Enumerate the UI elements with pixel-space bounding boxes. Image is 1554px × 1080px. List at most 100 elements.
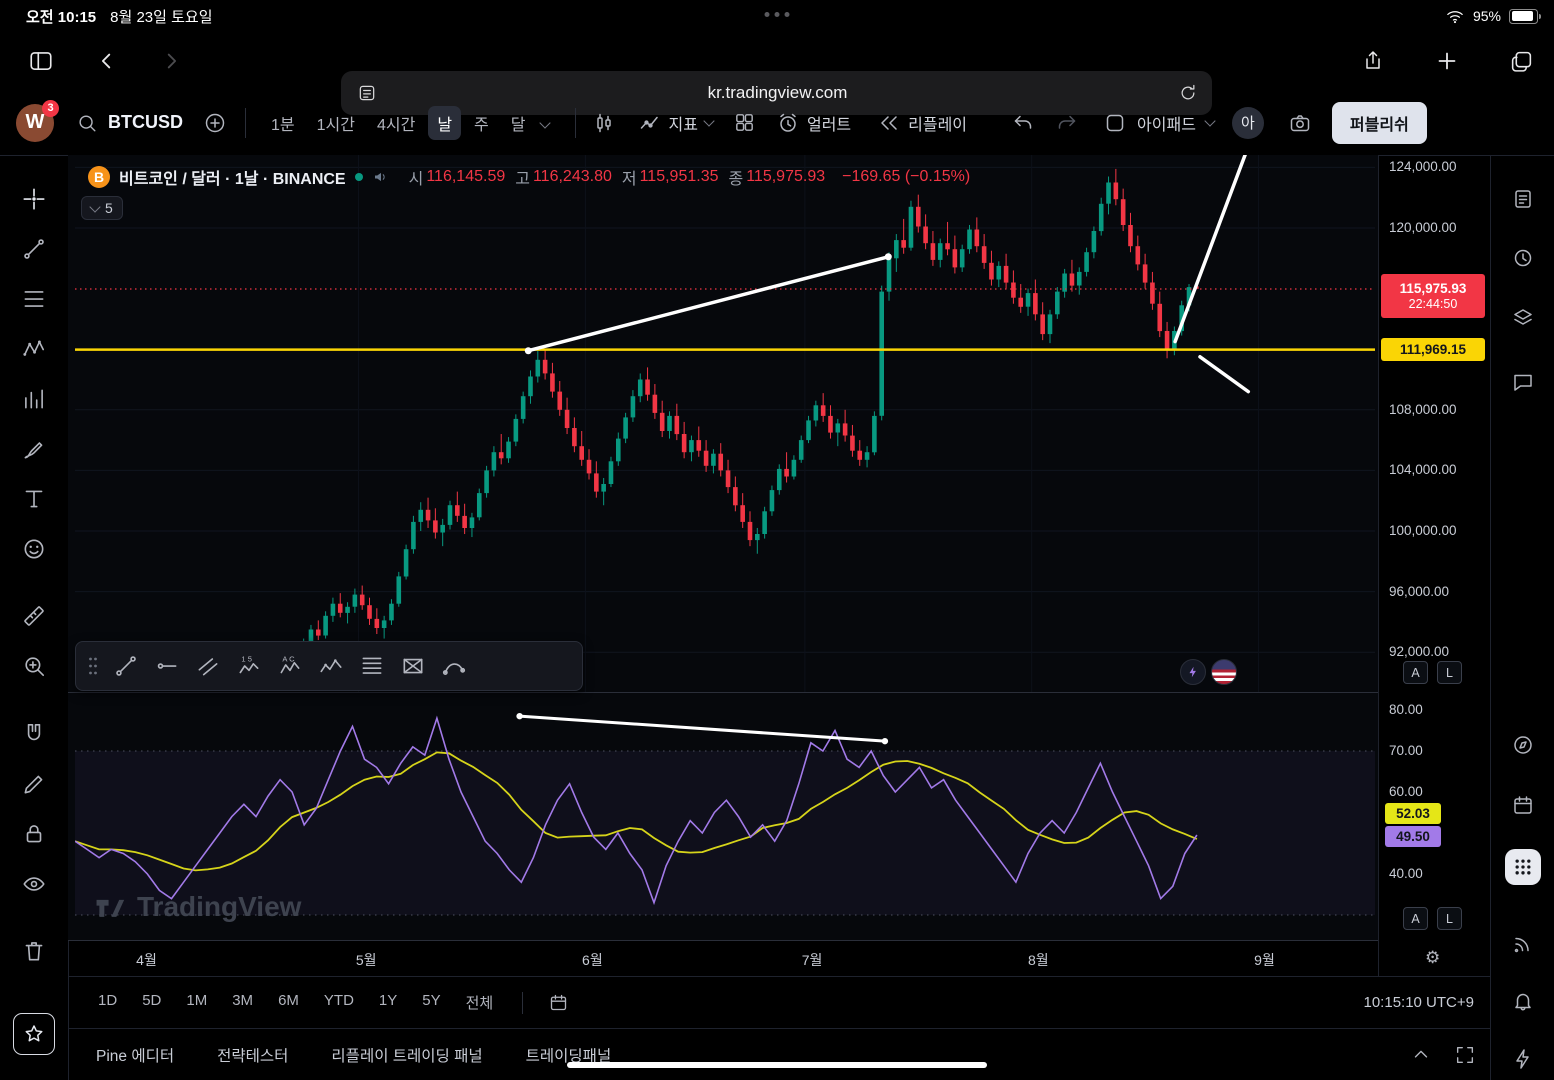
symbol-search-icon[interactable] [76, 112, 98, 134]
curve-tool-icon[interactable] [439, 651, 469, 681]
tabs-icon[interactable] [1509, 49, 1534, 74]
emoji-tool-icon[interactable] [20, 535, 48, 563]
reload-icon[interactable] [1178, 83, 1198, 103]
floating-drawing-toolbar[interactable]: 1 5 A C [75, 641, 583, 691]
drag-handle[interactable] [86, 651, 100, 681]
bottom-tab[interactable]: 리플레이 트레이딩 패널 [331, 1047, 483, 1065]
trendline-tool-icon[interactable] [20, 235, 48, 263]
brush-tool-icon[interactable] [20, 435, 48, 463]
back-icon[interactable] [96, 50, 118, 72]
month-label-6월[interactable]: 6월 [582, 952, 603, 968]
snapshot-camera-icon[interactable] [1288, 111, 1312, 135]
layout-grid-icon[interactable] [733, 111, 756, 134]
share-icon[interactable] [1361, 49, 1385, 73]
ideas-icon[interactable] [1509, 731, 1537, 759]
announcement-icon[interactable] [372, 168, 390, 186]
watchlist-icon[interactable] [1509, 185, 1537, 213]
edit-tool-icon[interactable] [20, 770, 48, 798]
signal-icon[interactable] [1509, 929, 1537, 957]
object-tree-icon[interactable] [1509, 304, 1537, 332]
rsi-auto-scale-button[interactable]: A [1403, 907, 1428, 930]
indicators-button[interactable]: 지표 [638, 111, 715, 135]
user-avatar[interactable]: 아 [1231, 106, 1264, 139]
lightning-flag-icon[interactable] [1180, 659, 1206, 685]
range-YTD[interactable]: YTD [323, 992, 354, 1009]
magnet-tool-icon[interactable] [20, 720, 48, 748]
trash-tool-icon[interactable] [20, 937, 48, 965]
bottom-tab[interactable]: 트레이딩패널 [525, 1047, 612, 1065]
time-axis[interactable]: 4월 5월 6월 7월 8월 9월 [68, 940, 1378, 977]
crosshair-tool-icon[interactable] [20, 185, 48, 213]
bell-icon[interactable] [1509, 987, 1537, 1015]
month-label-9월[interactable]: 9월 [1254, 952, 1275, 968]
alert-button[interactable]: 얼러트 [776, 111, 851, 135]
bottom-tab[interactable]: Pine 에디터 [96, 1047, 175, 1065]
elliott-wave-tool-icon[interactable] [316, 651, 346, 681]
undo-icon[interactable] [1011, 111, 1035, 135]
auto-scale-button[interactable]: A [1403, 661, 1428, 684]
range-3M[interactable]: 3M [232, 992, 254, 1009]
month-label-5월[interactable]: 5월 [355, 952, 377, 968]
lock-tool-icon[interactable] [20, 820, 48, 848]
fullscreen-icon[interactable] [1454, 1044, 1476, 1066]
fib-levels-tool-icon[interactable] [20, 285, 48, 313]
chart-area[interactable]: B 비트코인 / 달러 · 1날 · BINANCE 시 116,145.59 고 1… [68, 155, 1378, 940]
price-pane[interactable] [75, 155, 1375, 692]
range-1Y[interactable]: 1Y [378, 992, 398, 1009]
us-flag-icon[interactable] [1211, 659, 1237, 685]
range-1M[interactable]: 1M [186, 992, 208, 1009]
interval-주[interactable]: 주 [474, 116, 489, 134]
alerts-clock-icon[interactable] [1509, 244, 1537, 272]
interval-날[interactable]: 날 [428, 105, 462, 140]
range-5Y[interactable]: 5Y [422, 992, 441, 1009]
pattern-15-tool-icon[interactable]: 1 5 [234, 651, 264, 681]
panel-expand-chevron-icon[interactable] [1410, 1044, 1432, 1066]
favorites-toolbar-button[interactable] [13, 1013, 55, 1055]
legend-title[interactable]: 비트코인 / 달러 · 1날 · BINANCE [119, 171, 346, 188]
month-label-4월[interactable]: 4월 [136, 952, 157, 968]
interval-달[interactable]: 달 [510, 116, 526, 134]
lightning-icon[interactable] [1509, 1045, 1537, 1073]
range-6M[interactable]: 6M [278, 992, 299, 1009]
interval-4시간[interactable]: 4시간 [376, 116, 416, 134]
layout-icon[interactable] [1103, 111, 1127, 135]
chat-icon[interactable] [1509, 368, 1537, 396]
fib-retracement-tool-icon[interactable] [357, 651, 387, 681]
month-label-8월[interactable]: 8월 [1027, 952, 1049, 968]
xabcd-pattern-tool-icon[interactable] [20, 335, 48, 363]
legend-collapse-badge[interactable]: 5 [81, 196, 123, 220]
pane-separator[interactable] [68, 692, 1378, 693]
rsi-pane[interactable] [75, 695, 1375, 940]
page-settings-icon[interactable] [357, 83, 377, 103]
forecast-tool-icon[interactable] [20, 385, 48, 413]
log-scale-button[interactable]: L [1437, 661, 1462, 684]
go-to-date-icon[interactable] [548, 992, 569, 1013]
chart-style-icon[interactable] [592, 111, 616, 135]
price-axis[interactable]: 115,975.93 22:44:50 111,969.15 A L 52.03… [1378, 155, 1491, 940]
layout-name[interactable]: 아이패드 [1137, 116, 1196, 134]
rsi-log-scale-button[interactable]: L [1437, 907, 1462, 930]
text-tool-icon[interactable] [20, 485, 48, 513]
trendline-tool-icon[interactable] [111, 651, 141, 681]
home-indicator[interactable] [567, 1062, 987, 1068]
layout-chevron-icon[interactable] [1204, 114, 1216, 127]
server-clock[interactable]: 10:15:10 UTC+9 [1363, 994, 1475, 1011]
pattern-ac-tool-icon[interactable]: A C [275, 651, 305, 681]
zoom-in-tool-icon[interactable] [20, 652, 48, 680]
gann-box-tool-icon[interactable] [398, 651, 428, 681]
redo-icon[interactable] [1055, 111, 1079, 135]
eye-tool-icon[interactable] [20, 870, 48, 898]
workspace-logo[interactable]: W 3 [16, 99, 59, 142]
gear-icon[interactable]: ⚙ [1425, 948, 1441, 967]
ruler-tool-icon[interactable] [20, 602, 48, 630]
add-symbol-icon[interactable] [203, 111, 227, 135]
calendar-icon[interactable] [1509, 791, 1537, 819]
address-bar[interactable]: kr.tradingview.com [341, 71, 1212, 115]
interval-1분[interactable]: 1분 [271, 116, 295, 134]
apps-grid-icon[interactable] [1505, 849, 1541, 885]
horizontal-ray-tool-icon[interactable] [152, 651, 182, 681]
symbol-name[interactable]: BTCUSD [108, 112, 183, 132]
range-1D[interactable]: 1D [98, 992, 118, 1009]
interval-chevron-icon[interactable] [538, 116, 551, 129]
new-tab-icon[interactable] [1435, 49, 1459, 73]
